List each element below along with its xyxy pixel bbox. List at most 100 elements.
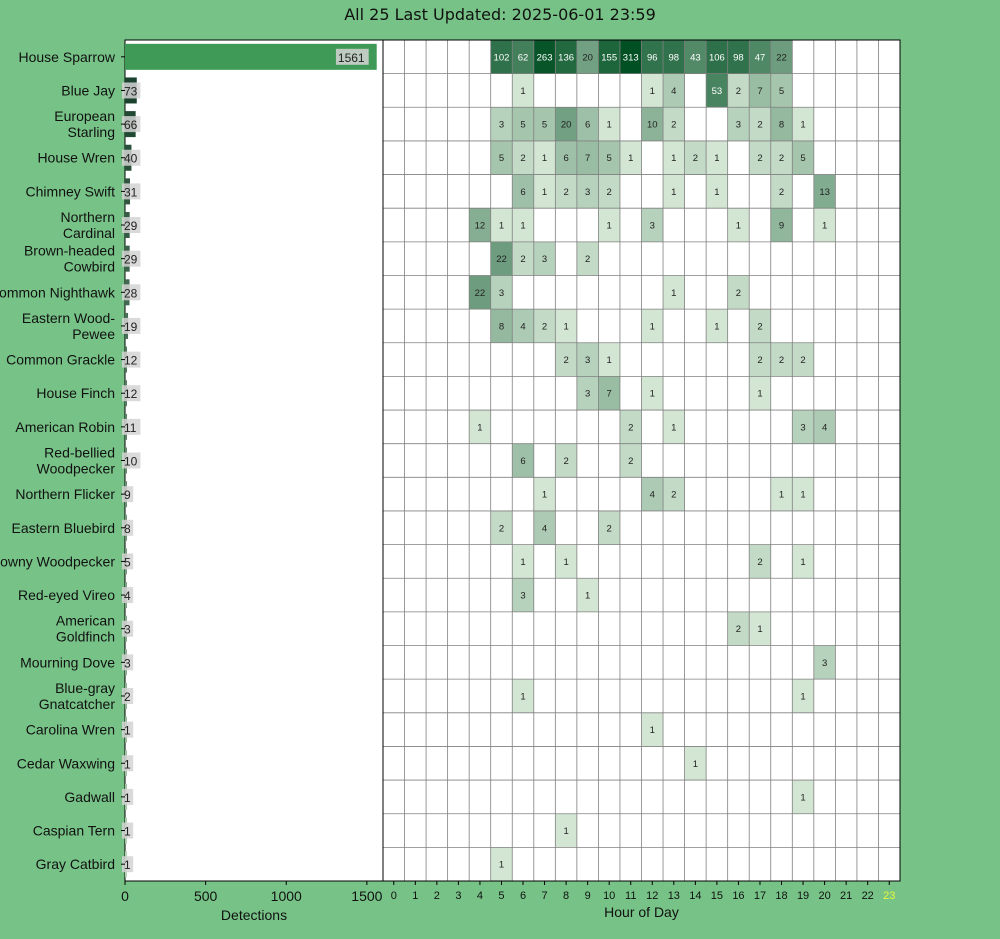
category-label: House Sparrow (19, 49, 116, 65)
heatmap-cell (641, 107, 664, 141)
heatmap-cell (641, 208, 664, 242)
hour-tick-label: 21 (840, 890, 852, 902)
heatmap-cell-value: 4 (542, 523, 547, 534)
heatmap-cell (792, 679, 814, 713)
heatmap-cell (576, 40, 599, 74)
heatmap-cell-value: 2 (736, 86, 741, 97)
category-label: Caspian Tern (33, 823, 115, 839)
bar-value-label: 4 (124, 589, 131, 603)
heatmap-cell-value: 2 (607, 187, 612, 198)
heatmap-cell (770, 140, 793, 175)
heatmap-cell-value: 53 (712, 86, 723, 97)
heatmap-cell (469, 208, 491, 242)
bar-label-box-19 (122, 687, 134, 704)
bar-label-box-21 (122, 755, 134, 772)
heatmap-cell-value: 1 (714, 321, 719, 332)
heatmap-cell-value: 96 (647, 52, 658, 63)
bar-label-box-18 (122, 654, 134, 671)
hour-tick-label: 0 (391, 890, 397, 902)
heatmap-cell-value: 1 (800, 120, 805, 131)
hour-tick-label: 13 (668, 890, 680, 902)
heatmap-cell-value: 2 (757, 153, 762, 164)
heatmap-cell-value: 2 (671, 490, 676, 501)
heatmap-cell-value: 22 (776, 52, 787, 63)
heatmap-cell (727, 611, 750, 646)
bar-value-label: 31 (124, 185, 138, 199)
heatmap-cell (749, 107, 771, 141)
heatmap-cell (555, 443, 577, 478)
heatmap-cell-value: 1 (714, 153, 719, 164)
heatmap-cell-value: 43 (690, 52, 701, 63)
bar-plot-area (124, 39, 384, 882)
heatmap-cell-value: 1 (499, 860, 504, 871)
bar-value-label: 3 (124, 623, 131, 637)
heatmap-cell (706, 73, 728, 108)
bar-value-label: 1561 (338, 51, 365, 65)
heatmap-cell (770, 342, 793, 377)
hour-tick-label: 1 (412, 890, 418, 902)
heatmap-cell-value: 13 (819, 187, 830, 198)
heatmap-cell-value: 136 (558, 52, 574, 63)
heatmap-cell (749, 611, 771, 646)
heatmap-cell (469, 275, 491, 310)
heatmap-cell-value: 1 (650, 86, 655, 97)
heatmap-cell-value: 6 (520, 187, 525, 198)
hour-tick-label: 16 (732, 890, 744, 902)
hour-tick-label: 19 (797, 890, 809, 902)
category-label: Mourning Dove (20, 654, 115, 670)
heatmap-cell (749, 40, 771, 74)
heatmap-cell (813, 208, 836, 242)
bar-value-label: 29 (124, 219, 138, 233)
hour-tick-label: 12 (646, 890, 658, 902)
heatmap-cell (727, 107, 750, 141)
bar-label-box-20 (122, 721, 134, 738)
heatmap-cell (555, 544, 577, 579)
heatmap-cell (770, 107, 793, 141)
heatmap-cell-value: 98 (733, 52, 744, 63)
heatmap-cell (533, 309, 556, 343)
heatmap-cell-value: 1 (671, 187, 676, 198)
heatmap-cell (576, 241, 599, 276)
heatmap-cell-value: 4 (650, 490, 655, 501)
heatmap-cell-value: 5 (499, 153, 504, 164)
heatmap-cell (555, 813, 577, 848)
heatmap-cell-value: 2 (779, 187, 784, 198)
heatmap-cell (792, 410, 814, 444)
heatmap-cell-value: 2 (757, 355, 762, 366)
heatmap-cell-value: 5 (520, 120, 525, 131)
heatmap-cell-value: 1 (542, 153, 547, 164)
heatmap-cell (490, 309, 513, 343)
bar-value-label: 12 (124, 387, 138, 401)
heatmap-cell (727, 73, 750, 108)
heatmap-cell-value: 7 (757, 86, 762, 97)
heatmap-cell (533, 477, 556, 511)
heatmap-cell (490, 140, 513, 175)
category-label: American Goldfinch (56, 613, 115, 645)
heatmap-cell-value: 8 (779, 120, 784, 131)
heatmap-cell-value: 2 (563, 187, 568, 198)
category-label: Downy Woodpecker (0, 553, 115, 569)
heatmap-cell (706, 40, 728, 74)
heatmap-cell (792, 544, 814, 579)
heatmap-x-axis-label: Hour of Day (604, 904, 679, 920)
bar-value-label: 8 (124, 522, 131, 536)
heatmap-cell-value: 1 (736, 221, 741, 232)
heatmap-cell-value: 47 (755, 52, 766, 63)
heatmap-cell (555, 140, 577, 175)
heatmap-cell-value: 1 (800, 557, 805, 568)
bar-label-box-5 (122, 217, 141, 234)
heatmap-cell-value: 1 (563, 826, 568, 837)
category-label: Chimney Swift (26, 183, 116, 199)
chart-title: All 25 Last Updated: 2025-06-01 23:59 (344, 5, 656, 24)
x-tick-label: 1500 (351, 888, 382, 904)
heatmap-cell-value: 3 (499, 120, 504, 131)
heatmap-cell-value: 10 (647, 120, 658, 131)
heatmap-cell (619, 443, 642, 478)
heatmap-cell-value: 2 (520, 254, 525, 265)
heatmap-cell-value: 313 (623, 52, 639, 63)
heatmap-cell (727, 208, 750, 242)
heatmap-cell-value: 5 (607, 153, 612, 164)
heatmap-cell (555, 174, 577, 209)
category-label: Eastern Wood-Pewee (22, 310, 115, 342)
